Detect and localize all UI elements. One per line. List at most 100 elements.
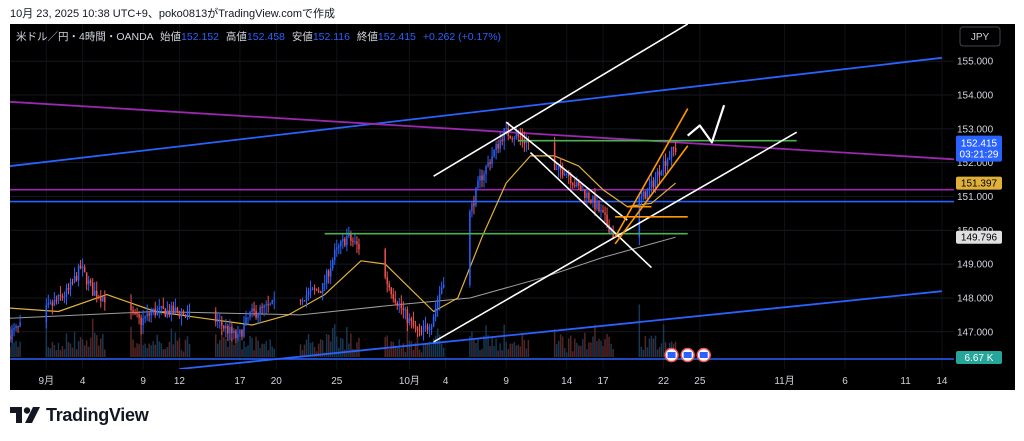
candle-body bbox=[497, 144, 499, 149]
currency-button[interactable]: JPY bbox=[959, 26, 1001, 47]
volume-bar bbox=[570, 335, 572, 357]
candle-body bbox=[521, 137, 524, 141]
volume-bar bbox=[527, 340, 530, 357]
volume-bar bbox=[325, 333, 328, 357]
volume-bar bbox=[491, 336, 493, 357]
volume-bar bbox=[354, 349, 356, 357]
candle-body bbox=[51, 302, 54, 306]
volume-bar bbox=[523, 340, 526, 357]
price-axis[interactable]: 147.000148.000149.000150.000151.000152.0… bbox=[957, 57, 994, 339]
us-flag-icon-field bbox=[699, 352, 708, 358]
candle-body bbox=[652, 180, 655, 187]
volume-bar bbox=[489, 345, 491, 357]
time-axis[interactable]: 9月 4 9 12 17 20 25 10月 4 9 14 17 22 25 11月 6 11 14 bbox=[39, 375, 948, 387]
tradingview-brand[interactable]: TradingView bbox=[10, 402, 149, 428]
candle-body bbox=[565, 173, 568, 175]
candle-body bbox=[91, 282, 94, 296]
candle-body bbox=[672, 146, 675, 148]
volume-bar bbox=[402, 343, 405, 357]
candle-body bbox=[356, 241, 358, 245]
volume-bar bbox=[136, 343, 138, 357]
trendlines[interactable] bbox=[9, 56, 955, 370]
volume-bar bbox=[602, 345, 604, 357]
volume-bar bbox=[225, 339, 227, 357]
volume-bar bbox=[567, 338, 570, 357]
volume-bar bbox=[576, 342, 578, 357]
volume-bar bbox=[442, 347, 445, 357]
candle-body bbox=[479, 175, 481, 181]
candle-body bbox=[162, 306, 165, 309]
candle-body bbox=[166, 310, 169, 317]
candle-body bbox=[13, 328, 15, 330]
volume-bar bbox=[592, 336, 594, 357]
volume-bar bbox=[249, 335, 251, 357]
volume-bar bbox=[132, 339, 134, 357]
candle-body bbox=[424, 325, 427, 327]
volume-bar bbox=[148, 343, 150, 357]
chart-panel[interactable]: 147.000148.000149.000150.000151.000152.0… bbox=[9, 23, 1015, 390]
candle-body bbox=[309, 289, 312, 292]
volume-bar bbox=[590, 342, 592, 357]
candle-body bbox=[61, 296, 64, 298]
volume-bar bbox=[13, 342, 15, 357]
volume-bar bbox=[434, 335, 437, 357]
candle-body bbox=[47, 303, 50, 305]
forecast-zigzag bbox=[686, 104, 726, 144]
volume-bar bbox=[59, 349, 62, 357]
candle-body bbox=[182, 312, 185, 316]
tradingview-brand-name: TradingView bbox=[46, 404, 149, 425]
pattern-drawings[interactable] bbox=[324, 23, 798, 343]
candle-body bbox=[412, 320, 415, 326]
candle-body bbox=[140, 317, 142, 326]
candle-body bbox=[301, 300, 304, 302]
candle-body bbox=[219, 320, 221, 322]
event-flags[interactable] bbox=[664, 347, 711, 363]
candle-body bbox=[225, 325, 227, 329]
currency-button-label[interactable]: JPY bbox=[971, 32, 990, 43]
time-tick-label: 14 bbox=[561, 376, 573, 387]
ma-short-value: 151.397 bbox=[961, 179, 998, 190]
candle-body bbox=[598, 202, 600, 212]
candle-body bbox=[63, 296, 66, 298]
price-axis-background[interactable] bbox=[954, 24, 1015, 369]
candle-body bbox=[642, 191, 645, 197]
legend-close-label: 終値 bbox=[357, 30, 378, 43]
candle-body bbox=[221, 320, 223, 326]
volume-bar bbox=[511, 343, 514, 357]
volume-bar bbox=[422, 344, 425, 357]
volume-bar bbox=[81, 339, 84, 357]
volume-bar bbox=[426, 342, 429, 357]
volume-bar bbox=[269, 339, 271, 357]
candle-body bbox=[580, 185, 582, 192]
candle-body bbox=[83, 266, 86, 273]
volume-bar bbox=[428, 341, 431, 357]
time-tick-label: 11 bbox=[900, 376, 911, 387]
price-tick-label: 152.000 bbox=[957, 158, 994, 169]
candle-body bbox=[400, 303, 403, 309]
candle-body bbox=[471, 203, 473, 212]
volume-bar bbox=[334, 324, 336, 357]
price-chart[interactable]: 147.000148.000149.000150.000151.000152.0… bbox=[9, 23, 1015, 390]
volume-bar bbox=[102, 333, 104, 357]
volume-bar bbox=[559, 334, 562, 357]
volume-bar bbox=[301, 349, 304, 357]
last-price-value: 152.415 bbox=[961, 139, 998, 150]
volume-bar bbox=[410, 341, 413, 357]
candle-body bbox=[501, 139, 503, 142]
price-tick-label: 153.000 bbox=[957, 124, 994, 135]
candle-body bbox=[45, 304, 48, 323]
volume-bar bbox=[257, 340, 259, 357]
candle-body bbox=[251, 308, 253, 312]
volume-bar bbox=[47, 347, 50, 357]
candle-body bbox=[180, 312, 183, 317]
volume-bar bbox=[186, 336, 189, 357]
time-tick-label: 14 bbox=[936, 376, 948, 387]
candle-body bbox=[567, 173, 570, 177]
volume-bar bbox=[565, 352, 568, 357]
price-tick-label: 147.000 bbox=[957, 327, 994, 338]
time-axis-background[interactable] bbox=[10, 369, 1015, 390]
candle-body bbox=[553, 142, 556, 170]
candle-body bbox=[172, 305, 175, 313]
volume-bar bbox=[356, 342, 358, 357]
candle-body bbox=[319, 291, 322, 294]
